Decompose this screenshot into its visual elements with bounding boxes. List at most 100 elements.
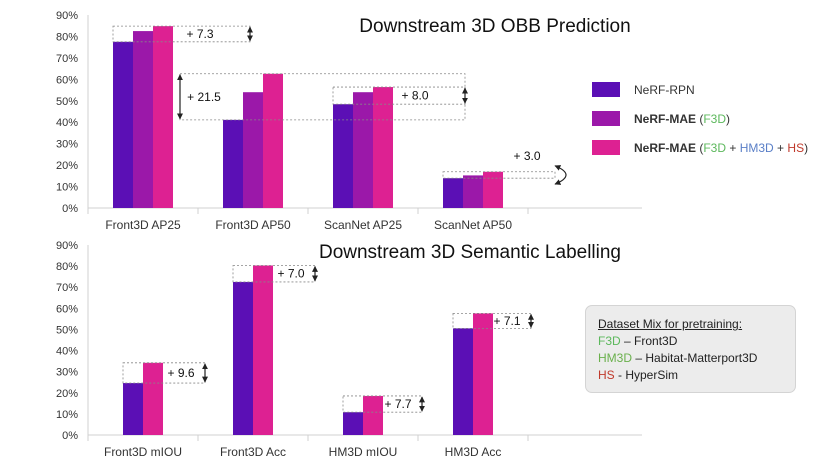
dataset-mix-abbr: F3D xyxy=(598,334,621,348)
x-tick-label: HM3D Acc xyxy=(445,445,502,459)
legend-text-part: ) xyxy=(726,111,731,126)
bar xyxy=(343,412,363,435)
bar xyxy=(113,41,133,208)
bar xyxy=(123,383,143,435)
legend-swatch xyxy=(592,82,620,97)
legend-text-part: ( xyxy=(696,111,704,126)
dataset-mix-title: Dataset Mix for pretraining: xyxy=(598,317,743,331)
legend-text-part: + xyxy=(773,140,788,155)
y-tick-label: 80% xyxy=(56,261,78,273)
legend-text-part: ) xyxy=(804,140,809,155)
y-tick-label: 80% xyxy=(56,31,78,43)
annotation-label: + 7.1 xyxy=(493,314,520,328)
bar xyxy=(333,104,353,208)
legend-label: NeRF-MAE (F3D) xyxy=(634,112,730,126)
y-tick-label: 50% xyxy=(56,96,78,108)
dataset-mix-name: HyperSim xyxy=(625,368,679,382)
x-tick-label: Front3D mIOU xyxy=(104,445,182,459)
legend-text-part: ( xyxy=(696,140,704,155)
y-tick-label: 0% xyxy=(62,430,78,442)
dataset-mix-abbr: HS xyxy=(598,368,615,382)
bar xyxy=(463,175,483,208)
bar xyxy=(443,178,463,208)
y-tick-label: 30% xyxy=(56,367,78,379)
chart-title: Downstream 3D Semantic Labelling xyxy=(319,242,621,263)
legend-swatch xyxy=(592,140,620,155)
y-tick-label: 0% xyxy=(62,203,78,215)
dataset-mix-sep: – xyxy=(632,351,646,365)
bar xyxy=(473,313,493,435)
annotation-box xyxy=(232,265,316,283)
y-tick-label: 20% xyxy=(56,388,78,400)
bar xyxy=(133,31,153,209)
legend-text-part: HS xyxy=(787,140,805,155)
x-tick-label: Front3D Acc xyxy=(220,445,286,459)
y-tick-label: 90% xyxy=(56,240,78,252)
annotation-label: + 3.0 xyxy=(513,149,540,163)
x-tick-label: ScanNet AP25 xyxy=(324,218,402,232)
y-tick-label: 30% xyxy=(56,139,78,151)
y-tick-label: 60% xyxy=(56,74,78,86)
legend-text-part: + xyxy=(726,140,740,155)
y-tick-label: 20% xyxy=(56,160,78,172)
y-tick-label: 70% xyxy=(56,282,78,294)
chart-title: Downstream 3D OBB Prediction xyxy=(359,16,630,37)
y-tick-label: 40% xyxy=(56,346,78,358)
dataset-mix-entry-hs: HS - HyperSim xyxy=(598,367,795,384)
legend-item: NeRF-MAE (F3D + HM3D + HS) xyxy=(592,140,808,155)
legend-item: NeRF-MAE (F3D) xyxy=(592,111,730,126)
y-tick-label: 70% xyxy=(56,53,78,65)
bar xyxy=(253,265,273,435)
y-tick-label: 50% xyxy=(56,324,78,336)
legend-text-bold: NeRF-MAE xyxy=(634,140,696,155)
annotation-arrow xyxy=(554,165,567,185)
annotation-label: + 7.0 xyxy=(277,267,304,281)
annotation-box xyxy=(332,86,466,105)
legend-text-part: F3D xyxy=(703,111,727,126)
dataset-mix-name: Habitat-Matterport3D xyxy=(645,351,758,365)
bar xyxy=(363,395,383,435)
legend-text-part: F3D xyxy=(703,140,727,155)
dataset-mix-sep: – xyxy=(620,334,635,348)
x-tick-label: ScanNet AP50 xyxy=(434,218,512,232)
bar xyxy=(143,362,163,435)
x-tick-label: Front3D AP50 xyxy=(215,218,291,232)
bar xyxy=(483,171,503,208)
annotation-label: + 9.6 xyxy=(167,366,194,380)
annotation-label: + 21.5 xyxy=(187,90,221,104)
bar xyxy=(223,119,243,208)
annotation-label: + 7.7 xyxy=(384,397,411,411)
bar xyxy=(243,92,263,208)
y-tick-label: 90% xyxy=(56,10,78,22)
x-tick-label: Front3D AP25 xyxy=(105,218,181,232)
y-tick-label: 40% xyxy=(56,117,78,129)
dataset-mix-entry-f3d: F3D – Front3D xyxy=(598,333,795,350)
y-tick-label: 60% xyxy=(56,303,78,315)
bar xyxy=(353,92,373,208)
x-tick-label: HM3D mIOU xyxy=(329,445,398,459)
legend-label: NeRF-RPN xyxy=(634,83,695,97)
bar xyxy=(373,87,393,208)
bar xyxy=(453,328,473,435)
dataset-mix-box: Dataset Mix for pretraining: F3D – Front… xyxy=(585,305,796,393)
legend-text: NeRF-RPN xyxy=(634,82,695,97)
annotation-box xyxy=(442,171,556,179)
annotation-label: + 7.3 xyxy=(186,27,213,41)
legend-item: NeRF-RPN xyxy=(592,82,695,97)
y-tick-label: 10% xyxy=(56,409,78,421)
bar xyxy=(233,281,253,435)
legend-swatch xyxy=(592,111,620,126)
dataset-mix-name: Front3D xyxy=(634,334,678,348)
bar xyxy=(263,73,283,208)
legend-text-part: HM3D xyxy=(739,140,774,155)
dataset-mix-abbr: HM3D xyxy=(598,351,633,365)
dataset-mix-entry-hm3d: HM3D – Habitat-Matterport3D xyxy=(598,350,795,367)
dataset-mix-sep: - xyxy=(614,368,626,382)
legend-label: NeRF-MAE (F3D + HM3D + HS) xyxy=(634,141,808,155)
y-tick-label: 10% xyxy=(56,182,78,194)
annotation-label: + 8.0 xyxy=(401,89,428,103)
legend-text-bold: NeRF-MAE xyxy=(634,111,696,126)
bar xyxy=(153,26,173,209)
